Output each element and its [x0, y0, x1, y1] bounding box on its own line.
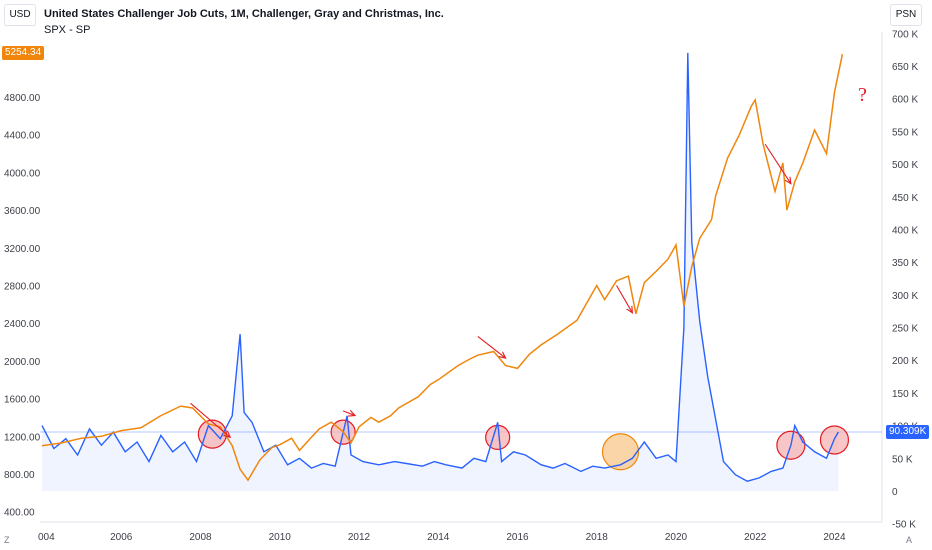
x-axis-tick-label: 2014 [427, 532, 450, 543]
chart-subtitle: SPX - SP [44, 24, 91, 36]
right-axis-tick-label: 0 [892, 487, 898, 498]
left-axis-tick-label: 400.00 [4, 508, 35, 519]
x-axis-tick-label: 2016 [506, 532, 529, 543]
annotation-arrow-shaft [342, 410, 356, 417]
x-axis-tick-label: 2018 [586, 532, 609, 543]
corner-left-letter[interactable]: Z [4, 535, 10, 545]
right-axis-tick-label: 350 K [892, 258, 918, 269]
x-axis-tick-label: 2012 [348, 532, 371, 543]
spx-series-line [41, 54, 844, 482]
left-axis-tick-label: 4000.00 [4, 168, 41, 179]
annotation-arrow-shaft [190, 402, 231, 438]
right-axis-tick-label: 700 K [892, 29, 918, 40]
highlight-circle [485, 424, 511, 450]
annotation-arrow-shaft [477, 335, 506, 359]
left-axis-tick-label: 2000.00 [4, 357, 41, 368]
left-axis-tick-label: 1600.00 [4, 395, 41, 406]
left-axis-tick-label: 2800.00 [4, 282, 41, 293]
annotation-arrow-head [626, 305, 634, 314]
x-axis-tick-label: 004 [38, 532, 55, 543]
annotation-arrow-head [223, 430, 232, 439]
left-axis-tick-label: 4800.00 [4, 93, 41, 104]
right-axis-tick-label: 600 K [892, 95, 918, 106]
right-axis-tick-label: 300 K [892, 291, 918, 302]
annotation-arrow-shaft [616, 285, 633, 314]
right-axis-tick-label: 150 K [892, 389, 918, 400]
spx-last-price-tag: 5254.34 [2, 46, 45, 60]
highlight-circle [601, 433, 640, 471]
jobcuts-area-fill [41, 52, 839, 492]
left-axis-tick-label: 4400.00 [4, 131, 41, 142]
left-axis-tick-label: 2400.00 [4, 319, 41, 330]
annotation-arrow-shaft [764, 143, 792, 185]
corner-right-letter[interactable]: A [906, 535, 913, 545]
left-axis-tick-label: 3600.00 [4, 206, 41, 217]
right-unit-button[interactable]: PSN [890, 4, 922, 26]
question-mark-annotation: ? [858, 84, 867, 106]
left-axis-tick-label: 800.00 [4, 470, 35, 481]
x-axis-tick-label: 2024 [823, 532, 846, 543]
right-axis-tick-label: 200 K [892, 356, 918, 367]
x-axis-tick-label: 2006 [110, 532, 133, 543]
annotation-arrow-head [498, 351, 507, 359]
annotation-arrow-head [347, 410, 357, 417]
right-axis-tick-label: 550 K [892, 127, 918, 138]
right-axis-tick-label: 450 K [892, 193, 918, 204]
right-axis-tick-label: 50 K [892, 454, 913, 465]
annotation-arrow-head [784, 176, 792, 185]
x-axis-tick-label: 2022 [744, 532, 767, 543]
jobcuts-series-line [41, 52, 840, 482]
left-axis-tick-label: 1200.00 [4, 432, 41, 443]
chart-title: United States Challenger Job Cuts, 1M, C… [44, 8, 444, 20]
right-axis-tick-label: 250 K [892, 324, 918, 335]
x-axis-tick-label: 2010 [269, 532, 292, 543]
x-axis-tick-label: 2020 [665, 532, 688, 543]
right-axis-tick-label: 500 K [892, 160, 918, 171]
right-axis-tick-label: 400 K [892, 225, 918, 236]
left-axis-tick-label: 3200.00 [4, 244, 41, 255]
jobcuts-last-value-tag: 90.309K [886, 425, 930, 439]
x-axis-tick-label: 2008 [189, 532, 212, 543]
right-axis-tick-label: -50 K [892, 520, 916, 531]
right-axis-tick-label: 650 K [892, 62, 918, 73]
left-unit-button[interactable]: USD [4, 4, 36, 26]
